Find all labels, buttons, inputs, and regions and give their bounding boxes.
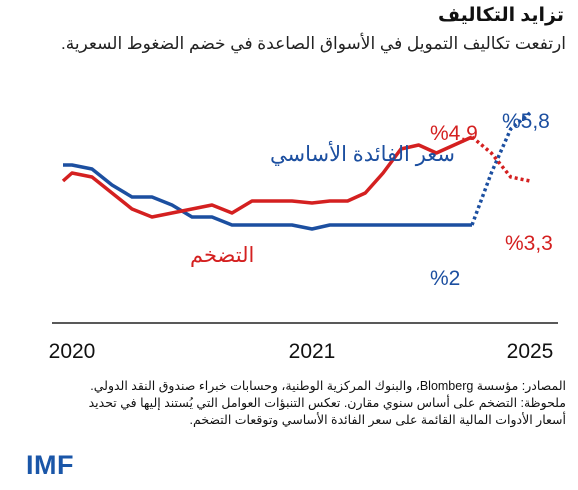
- label-policy-start: %2: [430, 267, 460, 290]
- label-inflation-end: %3,3: [505, 232, 553, 255]
- inflation-line: [61, 135, 473, 219]
- note-line-2: أسعار الأدوات المالية القائمة على سعر ال…: [189, 413, 566, 427]
- chart-subtitle: ارتفعت تكاليف التمويل في الأسواق الصاعدة…: [60, 34, 566, 53]
- label-policy-end: %5,8: [502, 110, 550, 133]
- x-tick-label: 2020: [49, 340, 96, 363]
- policy-rate-line: [63, 163, 472, 231]
- chart-notes: المصادر: مؤسسة Blomberg، والبنوك المركزي…: [6, 378, 566, 429]
- line-chart: 2020 2021 2025 سعر الفائدة الأساسي التضخم …: [49, 110, 558, 363]
- imf-logo: IMF: [26, 450, 74, 480]
- x-tick-label: 2025: [507, 340, 554, 363]
- note-line-1: ملحوظة: التضخم على أساس سنوي مقارن. تعكس…: [88, 396, 566, 410]
- source-note: المصادر: مؤسسة Blomberg، والبنوك المركزي…: [90, 379, 566, 393]
- legend-inflation: التضخم: [190, 244, 254, 268]
- label-inflation-start: %4,9: [430, 122, 478, 145]
- x-tick-label: 2021: [289, 340, 336, 363]
- chart-title: تزايد التكاليف: [438, 5, 564, 26]
- inflation-forecast-line: [470, 135, 531, 183]
- policy-rate-forecast-line: [470, 111, 532, 226]
- legend-policy-rate: سعر الفائدة الأساسي: [270, 140, 455, 167]
